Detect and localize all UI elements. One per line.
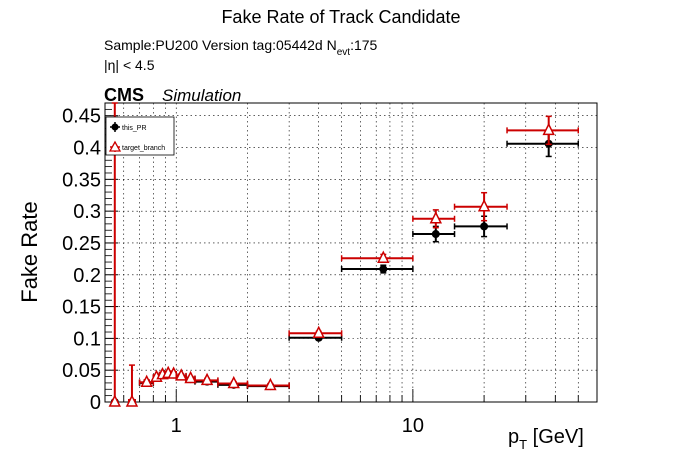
data-point — [377, 250, 390, 263]
data-point — [108, 394, 122, 407]
nevt-subscript: evt — [337, 47, 351, 58]
legend-item-target_branch: target_branch — [108, 140, 165, 152]
x-tick-labels: 1 10 — [171, 415, 424, 437]
data-point — [140, 374, 153, 388]
legend-marker — [108, 140, 122, 152]
legend-item-this_PR: this_PR — [110, 122, 147, 132]
y-tick-label: 0 — [90, 392, 101, 414]
data-point — [175, 368, 188, 381]
y-axis-label: Fake Rate — [17, 201, 42, 303]
data-point — [125, 394, 139, 407]
data-point — [431, 230, 440, 239]
x-tick-label: 10 — [402, 415, 424, 437]
y-tick-label: 0.2 — [73, 265, 101, 287]
data-point — [542, 122, 555, 136]
eta-cut-label: |η| < 4.5 — [104, 57, 155, 73]
chart-title: Fake Rate of Track Candidate — [221, 7, 460, 27]
y-tick-label: 0.15 — [62, 297, 101, 319]
plot-frame — [104, 102, 598, 403]
sample-info: Sample:PU200 Version tag:05442d Nevt:175 — [104, 37, 378, 58]
data-point — [200, 372, 214, 386]
y-tick-label: 0.1 — [73, 328, 101, 350]
y-tick-label: 0.35 — [62, 169, 101, 191]
data-point — [184, 370, 197, 384]
data-point — [379, 265, 388, 274]
legend-label: target_branch — [122, 145, 165, 152]
x-tick-label: 1 — [171, 415, 182, 437]
x-axis-label-unit: [GeV] — [527, 426, 584, 448]
y-tick-label: 0.05 — [62, 360, 101, 382]
y-tick-label: 0.25 — [62, 233, 101, 255]
legend-items: this_PR target_branch — [108, 122, 165, 152]
x-axis-label: pT [GeV] — [508, 426, 584, 452]
y-tick-labels: 0 0.05 0.1 0.15 0.2 0.25 0.3 0.35 0.4 0.45 — [62, 106, 101, 414]
series-target_branch — [108, 102, 580, 407]
legend-label: this_PR — [122, 125, 147, 132]
y-tick-label: 0.45 — [62, 106, 101, 128]
cms-label: CMS — [104, 85, 144, 105]
data-point — [227, 375, 240, 389]
data-point — [429, 211, 443, 224]
sample-info-text: Sample:PU200 Version tag:05442d N — [104, 37, 337, 53]
x-axis-label-sub: T — [519, 437, 527, 452]
data-point — [477, 199, 491, 212]
legend-marker — [111, 123, 119, 131]
x-axis-label-main: p — [508, 426, 519, 448]
data-point — [480, 222, 489, 231]
nevt-value: :175 — [350, 37, 377, 53]
y-tick-label: 0.3 — [73, 201, 101, 223]
axis-ticks — [104, 108, 598, 403]
y-tick-label: 0.4 — [73, 138, 101, 160]
series-this_PR — [110, 130, 580, 406]
data-series — [108, 102, 580, 407]
grid-lines — [104, 103, 598, 402]
simulation-label: Simulation — [162, 86, 241, 105]
data-point — [264, 377, 277, 391]
data-point — [312, 325, 325, 339]
legend: this_PR target_branch — [105, 116, 175, 156]
